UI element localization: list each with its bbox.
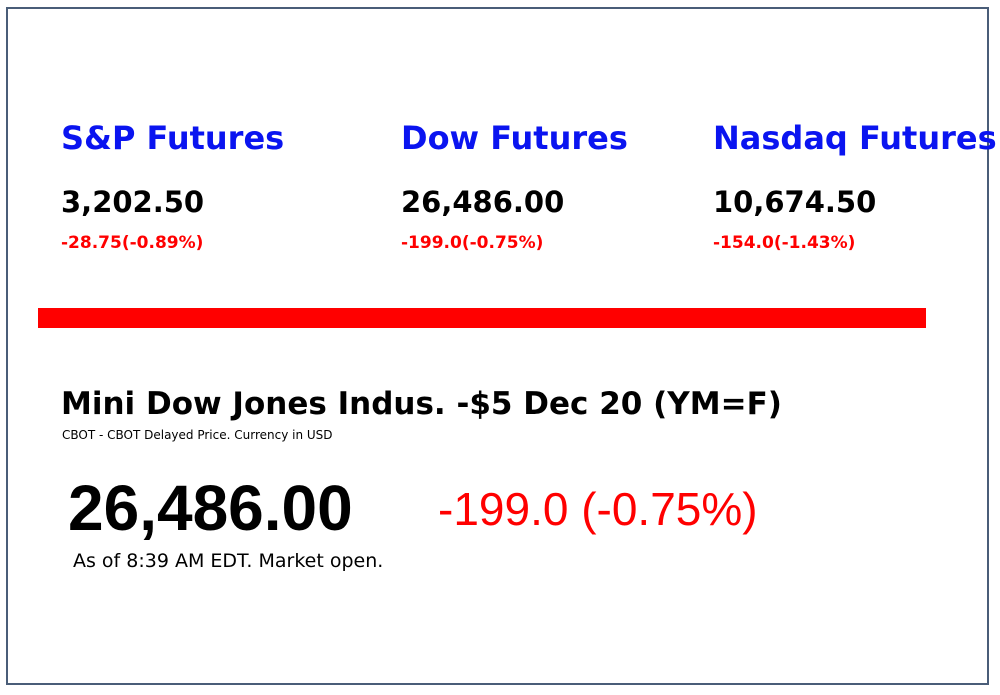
futures-nasdaq-change: -154.0(-1.43%) bbox=[713, 233, 856, 253]
futures-sp-name[interactable]: S&P Futures bbox=[61, 119, 285, 157]
quote-as-of: As of 8:39 AM EDT. Market open. bbox=[73, 550, 384, 572]
futures-dow-name[interactable]: Dow Futures bbox=[401, 119, 628, 157]
futures-dow[interactable]: Dow Futures 26,486.00 -199.0(-0.75%) bbox=[401, 118, 628, 254]
quote-title: Mini Dow Jones Indus. -$5 Dec 20 (YM=F) bbox=[61, 386, 782, 422]
futures-sp[interactable]: S&P Futures 3,202.50 -28.75(-0.89%) bbox=[61, 118, 284, 254]
quote-change: -199.0 (-0.75%) bbox=[438, 483, 758, 535]
futures-sp-price: 3,202.50 bbox=[61, 185, 205, 219]
quote-subtitle: CBOT - CBOT Delayed Price. Currency in U… bbox=[62, 428, 333, 442]
screenshot-frame bbox=[6, 7, 989, 685]
futures-dow-change: -199.0(-0.75%) bbox=[401, 233, 544, 253]
quote-price: 26,486.00 bbox=[68, 472, 353, 544]
futures-sp-change: -28.75(-0.89%) bbox=[61, 233, 204, 253]
futures-nasdaq[interactable]: Nasdaq Futures 10,674.50 -154.0(-1.43%) bbox=[713, 118, 997, 254]
section-divider-bar bbox=[38, 308, 926, 328]
futures-nasdaq-price: 10,674.50 bbox=[713, 185, 877, 219]
futures-dow-price: 26,486.00 bbox=[401, 185, 565, 219]
futures-nasdaq-name[interactable]: Nasdaq Futures bbox=[713, 119, 997, 157]
